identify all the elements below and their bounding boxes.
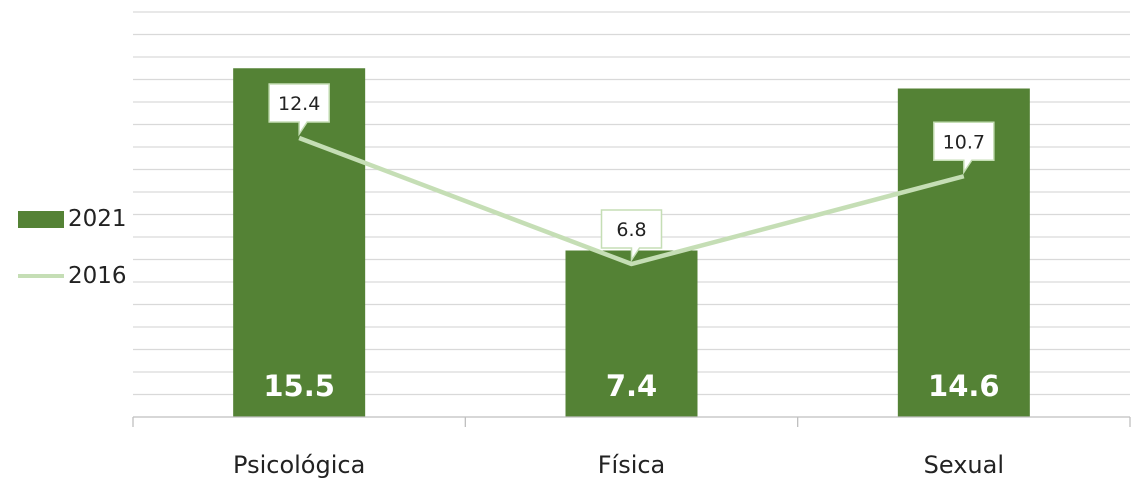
data-labels: 15.5 7.4 14.6 12.4 6.8 10.7 — [263, 83, 1000, 403]
legend-label-2021: 2021 — [68, 206, 127, 232]
legend-swatch-bar — [18, 210, 64, 228]
bar-value-label: 7.4 — [606, 369, 657, 403]
category-label: Física — [598, 451, 666, 478]
callout-box — [268, 83, 330, 137]
legend-label-2016: 2016 — [68, 263, 127, 289]
line-value-callout: 12.4 — [268, 83, 330, 137]
category-label: Sexual — [924, 451, 1004, 478]
legend-swatch-line — [18, 274, 64, 278]
bar — [565, 250, 698, 417]
line-value-label: 6.8 — [616, 219, 646, 241]
line-value-label: 10.7 — [943, 131, 985, 153]
bar-value-label: 15.5 — [263, 369, 335, 403]
callout-box — [933, 121, 995, 175]
series-line — [298, 135, 965, 267]
callout-box — [600, 209, 663, 263]
line-value-callout: 6.8 — [600, 209, 663, 263]
x-axis: Psicológica Física Sexual — [132, 416, 1131, 478]
line-2016 — [298, 135, 965, 267]
legend-item-2016: 2016 — [18, 261, 127, 291]
line-value-callout: 10.7 — [933, 121, 995, 175]
category-label: Psicológica — [233, 451, 365, 478]
legend-item-2021: 2021 — [18, 204, 127, 234]
line-value-label: 12.4 — [278, 93, 320, 115]
bar-value-label: 14.6 — [928, 369, 1000, 403]
bars-2021 — [233, 68, 1030, 417]
legend: 2021 2016 — [18, 204, 127, 318]
